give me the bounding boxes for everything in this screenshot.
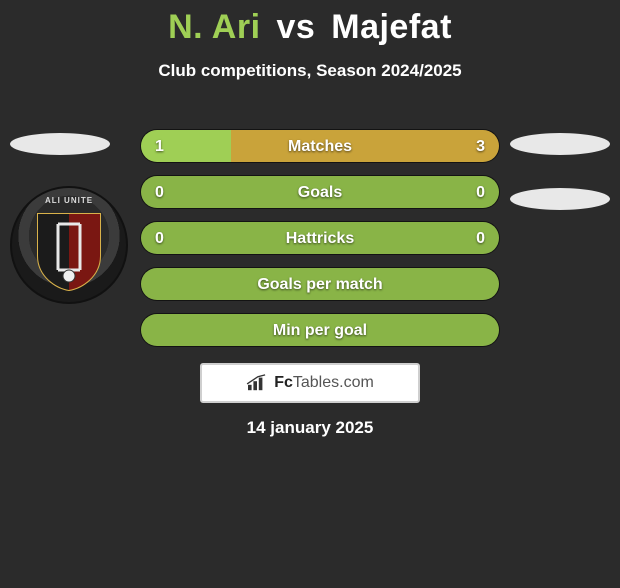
- stat-label: Hattricks: [141, 222, 499, 255]
- subtitle: Club competitions, Season 2024/2025: [0, 61, 620, 81]
- watermark-rest: Tables.com: [293, 374, 374, 391]
- page-title: N. Ari vs Majefat: [0, 8, 620, 47]
- crest-ring-text: ALI UNITE: [10, 196, 128, 205]
- player2-platform-2: [510, 188, 610, 210]
- stat-row: Matches1 3: [140, 129, 500, 163]
- stat-value-right: 3: [476, 130, 485, 163]
- watermark-text: FcTables.com: [274, 374, 374, 392]
- stat-row: Hattricks0 0: [140, 221, 500, 255]
- player1-platform: [10, 133, 110, 155]
- player2-platform: [510, 133, 610, 155]
- stat-value-left: 1: [155, 130, 164, 163]
- stat-label: Goals: [141, 176, 499, 209]
- stat-row: Goals per match: [140, 267, 500, 301]
- date-label: 14 january 2025: [0, 418, 620, 438]
- watermark: FcTables.com: [200, 363, 420, 403]
- crest-shield-icon: [36, 210, 102, 292]
- stat-row: Min per goal: [140, 313, 500, 347]
- stat-value-right: 0: [476, 222, 485, 255]
- stat-value-right: 0: [476, 176, 485, 209]
- watermark-bold: Fc: [274, 374, 293, 391]
- stat-label: Matches: [141, 130, 499, 163]
- stat-row: Goals0 0: [140, 175, 500, 209]
- player2-name: Majefat: [331, 8, 452, 46]
- stat-label: Min per goal: [141, 314, 499, 347]
- stat-value-left: 0: [155, 222, 164, 255]
- stat-rows: Matches13Goals00Hattricks00Goals per mat…: [140, 129, 500, 359]
- stat-label: Goals per match: [141, 268, 499, 301]
- stat-value-left: 0: [155, 176, 164, 209]
- barchart-icon: [246, 374, 268, 392]
- club-crest: ALI UNITE: [10, 186, 128, 304]
- vs-label: vs: [276, 8, 315, 46]
- player1-name: N. Ari: [168, 8, 260, 46]
